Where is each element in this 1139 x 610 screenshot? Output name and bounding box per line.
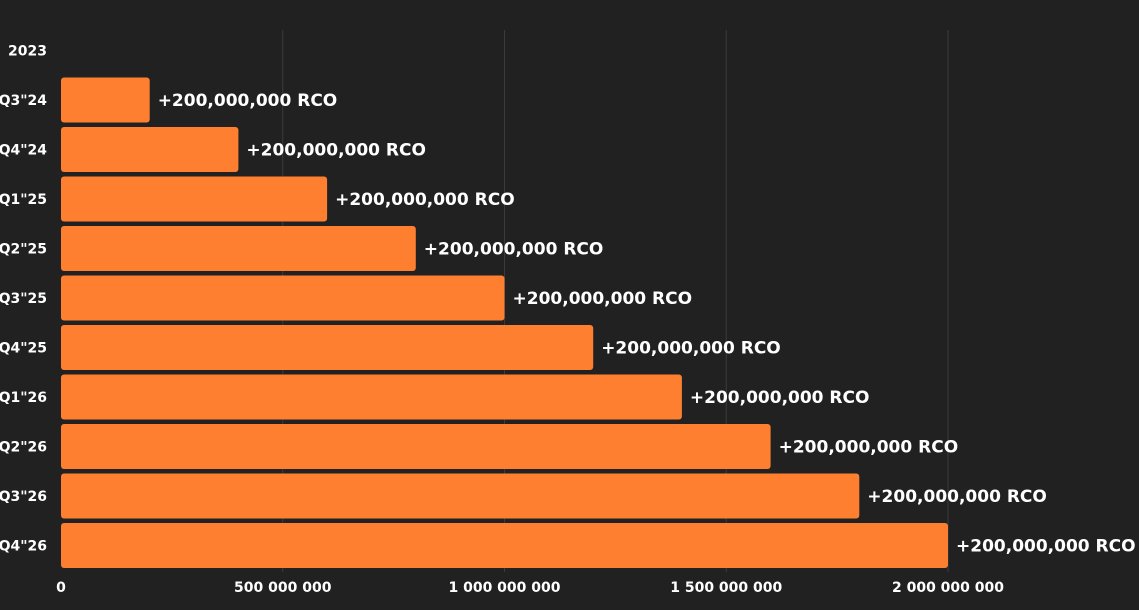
data-label: +200,000,000 RCO <box>246 141 426 161</box>
bar <box>61 226 416 271</box>
x-axis-ticks: 0 500 000 000 1 000 000 000 1 500 000 000 2 … <box>56 580 1004 596</box>
bar <box>61 325 594 370</box>
category-label: Q1"26 <box>0 390 47 406</box>
x-tick-label: 500 000 000 <box>234 580 332 596</box>
bar <box>61 473 860 519</box>
data-label: +200,000,000 RCO <box>513 289 693 309</box>
data-label: +200,000,000 RCO <box>335 190 515 210</box>
data-label: +200,000,000 RCO <box>956 537 1136 557</box>
category-label: Q2"26 <box>0 440 47 456</box>
bar <box>61 374 682 420</box>
category-label: Q3"24 <box>0 93 47 109</box>
data-label: +200,000,000 RCO <box>601 339 781 359</box>
data-label: +200,000,000 RCO <box>690 388 870 408</box>
x-tick-label: 2 000 000 000 <box>892 580 1004 596</box>
data-label: +200,000,000 RCO <box>779 438 959 458</box>
bar <box>61 77 150 123</box>
category-label: Q4"26 <box>0 539 47 555</box>
category-label: 2023 <box>8 44 47 60</box>
bar <box>61 523 948 568</box>
x-tick-label: 1 500 000 000 <box>670 580 782 596</box>
data-label: +200,000,000 RCO <box>867 487 1047 507</box>
category-label: Q4"24 <box>0 143 47 159</box>
bar <box>61 127 239 172</box>
category-label: Q2"25 <box>0 242 47 258</box>
x-tick-label: 0 <box>56 580 66 596</box>
category-labels: 2023 Q3"24 Q4"24 Q1"25 Q2"25 Q3"25 Q4"25 Q1"26 Q… <box>0 44 47 555</box>
data-label: +200,000,000 RCO <box>158 91 338 111</box>
bars <box>61 77 948 568</box>
category-label: Q3"25 <box>0 291 47 307</box>
bar <box>61 275 505 321</box>
bar <box>61 424 771 469</box>
data-labels: +200,000,000 RCO +200,000,000 RCO +200,000… <box>158 91 1136 557</box>
category-label: Q1"25 <box>0 192 47 208</box>
x-tick-label: 1 000 000 000 <box>448 580 560 596</box>
bar <box>61 176 328 222</box>
data-label: +200,000,000 RCO <box>424 240 604 260</box>
category-label: Q4"25 <box>0 341 47 357</box>
category-label: Q3"26 <box>0 489 47 505</box>
